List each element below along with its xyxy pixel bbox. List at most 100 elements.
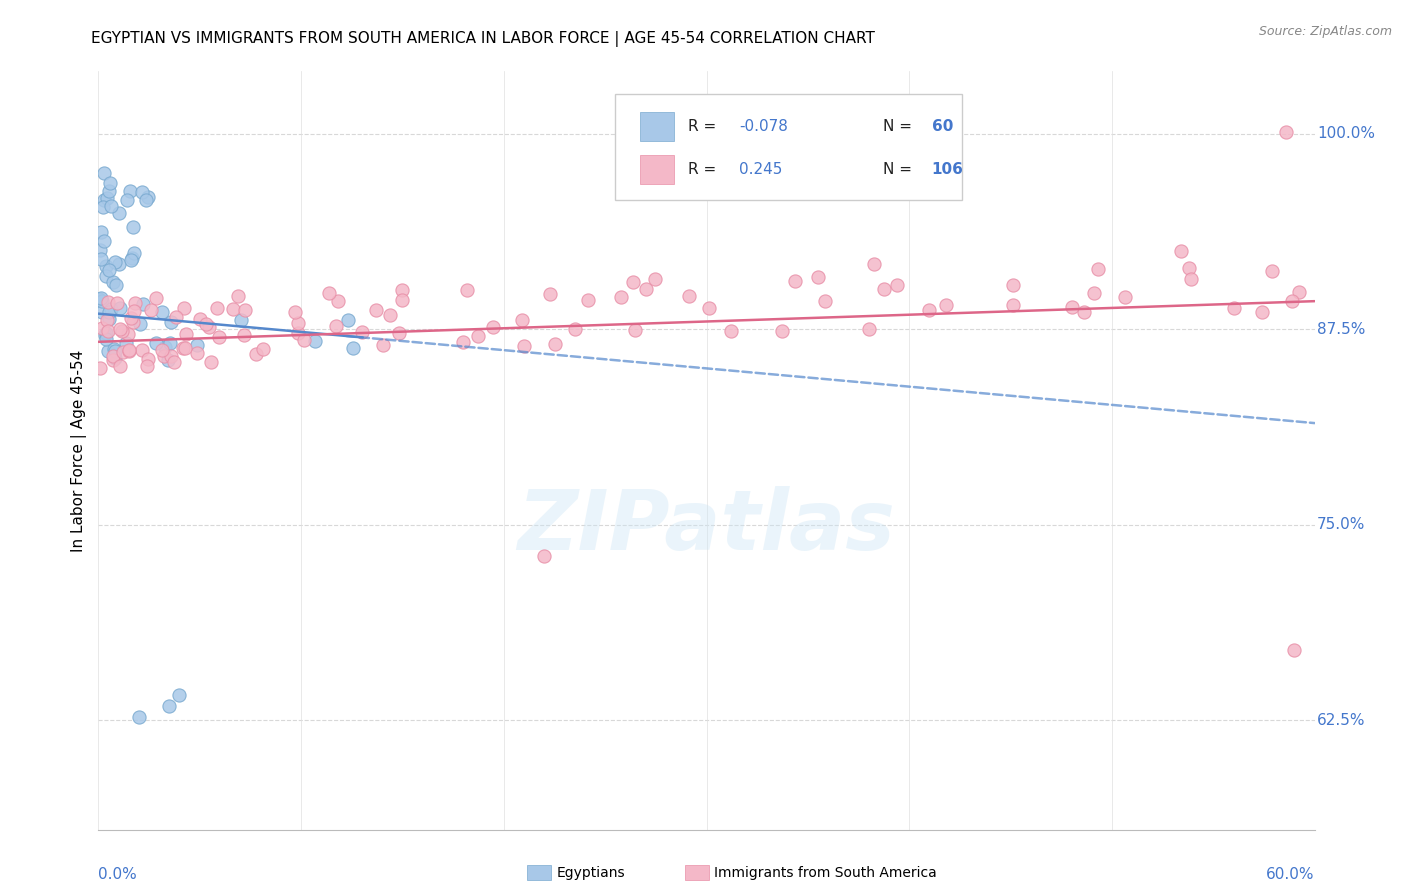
Point — [120, 310, 142, 325]
Point — [90, 225, 112, 239]
Point — [1001, 298, 1024, 312]
Point — [287, 317, 309, 331]
Point — [862, 258, 884, 272]
Point — [378, 308, 401, 322]
Point — [90, 252, 112, 266]
Point — [118, 344, 141, 359]
Text: -0.078: -0.078 — [740, 120, 789, 134]
Point — [97, 324, 120, 338]
Point — [391, 284, 413, 298]
Point — [886, 278, 908, 293]
Point — [222, 301, 245, 316]
Point — [145, 291, 167, 305]
Point — [128, 317, 150, 331]
Point — [1288, 285, 1310, 299]
Point — [325, 318, 347, 333]
Point — [172, 341, 194, 355]
Point — [456, 283, 478, 297]
Point — [90, 321, 112, 335]
Point — [98, 184, 121, 198]
Y-axis label: In Labor Force | Age 45-54: In Labor Force | Age 45-54 — [72, 350, 87, 551]
Point — [1170, 244, 1192, 259]
Point — [105, 277, 128, 292]
Point — [814, 294, 837, 309]
Point — [100, 199, 122, 213]
Point — [103, 343, 125, 357]
Point — [186, 346, 208, 360]
Point — [481, 320, 503, 334]
Text: EGYPTIAN VS IMMIGRANTS FROM SOUTH AMERICA IN LABOR FORCE | AGE 45-54 CORRELATION: EGYPTIAN VS IMMIGRANTS FROM SOUTH AMERIC… — [91, 31, 876, 47]
Point — [108, 257, 131, 271]
Point — [807, 270, 830, 285]
Point — [720, 324, 742, 338]
Point — [644, 272, 666, 286]
FancyBboxPatch shape — [616, 95, 962, 201]
Point — [610, 290, 633, 304]
Point — [94, 259, 117, 273]
Point — [1274, 125, 1296, 139]
Point — [1251, 304, 1274, 318]
Point — [1284, 642, 1306, 657]
Text: 60.0%: 60.0% — [1267, 867, 1315, 882]
Point — [544, 337, 567, 351]
Point — [117, 326, 139, 341]
Point — [96, 326, 118, 341]
Point — [94, 268, 117, 283]
Point — [678, 289, 700, 303]
Point — [98, 312, 121, 326]
Point — [858, 322, 880, 336]
Text: 62.5%: 62.5% — [1317, 713, 1365, 728]
Point — [121, 251, 143, 265]
Point — [208, 329, 231, 343]
Point — [114, 335, 136, 350]
Point — [150, 343, 173, 357]
Point — [1087, 262, 1109, 277]
Point — [111, 344, 134, 359]
Point — [1180, 271, 1202, 285]
Point — [195, 318, 218, 332]
Point — [232, 327, 254, 342]
Point — [1114, 290, 1136, 304]
Point — [153, 340, 176, 354]
Point — [93, 234, 115, 248]
Point — [89, 292, 111, 306]
Point — [366, 302, 388, 317]
Point — [101, 349, 124, 363]
Point — [135, 194, 157, 208]
Point — [1073, 305, 1095, 319]
Point — [371, 338, 394, 352]
Point — [115, 193, 138, 207]
Point — [328, 294, 350, 309]
Point — [153, 349, 176, 363]
Point — [131, 185, 153, 199]
Text: N =: N = — [883, 120, 912, 134]
Point — [150, 305, 173, 319]
Point — [1062, 300, 1084, 314]
Point — [118, 184, 141, 198]
Point — [245, 347, 267, 361]
Point — [165, 310, 187, 324]
Point — [98, 305, 121, 319]
Point — [510, 313, 533, 327]
Point — [935, 298, 957, 312]
Point — [453, 334, 475, 349]
Point — [350, 325, 373, 339]
Point — [122, 303, 145, 318]
Text: 0.245: 0.245 — [740, 161, 783, 177]
Point — [96, 313, 118, 327]
Point — [93, 193, 115, 207]
Point — [103, 353, 125, 368]
Text: Source: ZipAtlas.com: Source: ZipAtlas.com — [1258, 25, 1392, 38]
Point — [156, 352, 179, 367]
Point — [200, 355, 222, 369]
Point — [304, 334, 326, 348]
Point — [136, 359, 159, 373]
Point — [173, 301, 195, 315]
Point — [174, 327, 197, 342]
Text: ZIPatlas: ZIPatlas — [517, 486, 896, 566]
Text: 75.0%: 75.0% — [1317, 517, 1365, 533]
Point — [94, 333, 117, 347]
Point — [124, 296, 146, 310]
Text: R =: R = — [689, 120, 717, 134]
Point — [118, 343, 141, 357]
